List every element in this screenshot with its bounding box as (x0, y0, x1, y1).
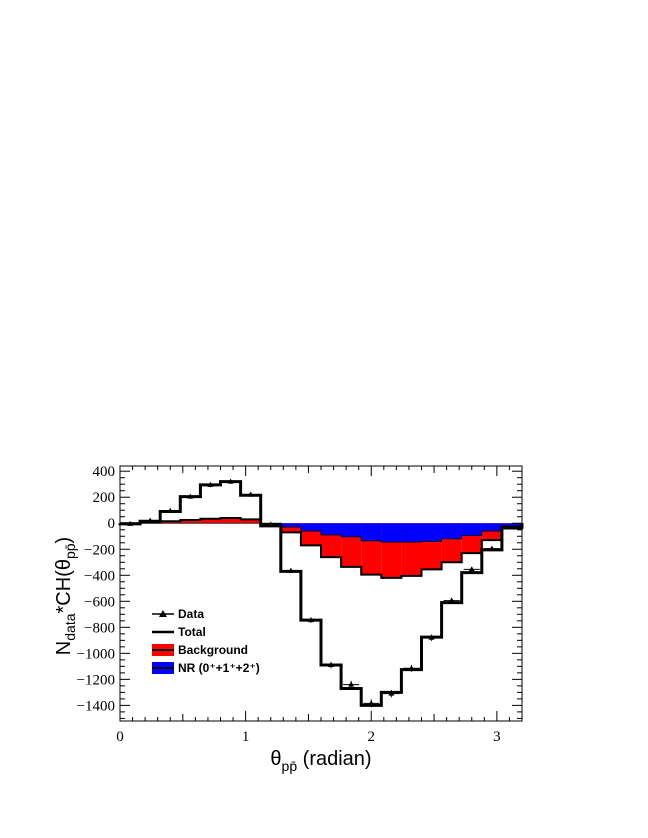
data-point (443, 597, 460, 604)
data-point-marker (408, 665, 415, 671)
data-point (242, 491, 259, 497)
data-point (503, 524, 520, 530)
nr-bar (441, 523, 462, 539)
data-point (222, 478, 239, 484)
y-tick-label: −1000 (77, 646, 115, 662)
background-bar (200, 518, 221, 524)
y-axis-title: Ndata*CH(θpp̄) (53, 537, 78, 655)
x-tick-label: 0 (116, 729, 124, 745)
data-point-marker (307, 617, 314, 623)
data-point-marker (468, 566, 475, 572)
data-points (122, 478, 520, 708)
legend-entry: Background (152, 643, 248, 657)
y-tick-label: 400 (93, 464, 116, 480)
legend-entry: NR (0⁺+1⁺+2⁺) (152, 661, 260, 675)
legend-label: Data (178, 607, 204, 621)
total-step-line (118, 480, 524, 707)
data-point (483, 545, 500, 551)
background-bar (220, 518, 241, 524)
data-point (122, 520, 139, 526)
data-point-marker (348, 681, 355, 687)
data-point (463, 566, 480, 573)
nr-bar (361, 523, 382, 541)
x-tick-label: 3 (493, 729, 501, 745)
nr-bar (401, 523, 422, 543)
data-point-marker (428, 634, 435, 640)
data-point (423, 634, 440, 641)
data-point (383, 690, 400, 698)
background-bar (180, 519, 201, 524)
data-point-marker (207, 481, 214, 487)
background-bar (280, 523, 301, 533)
data-point-marker (368, 700, 375, 706)
x-tick-label: 1 (242, 729, 250, 745)
axis-ticks (119, 466, 523, 721)
legend-label: Total (178, 625, 206, 639)
y-tick-label: −400 (84, 568, 115, 584)
data-point (403, 664, 420, 672)
x-axis-title: θpp̄ (radian) (270, 748, 371, 774)
legend-entry: Data (152, 607, 204, 621)
data-point-marker (267, 521, 274, 527)
stacked-fills (120, 517, 523, 579)
total-histogram (118, 480, 524, 707)
axis-tick-labels: 0 1 2 3 400 200 0 −200 −400 −600 −800 −1000 −1200 −14… (77, 464, 501, 745)
background-bar (240, 519, 261, 524)
y-tick-label: −200 (84, 542, 115, 558)
data-point-marker (167, 507, 174, 513)
data-point (202, 481, 219, 488)
y-tick-label: 200 (93, 490, 116, 506)
data-point-marker (247, 491, 254, 497)
legend-label: Background (178, 643, 248, 657)
data-point-marker (127, 520, 134, 526)
background-outline (120, 517, 523, 579)
data-point (142, 517, 159, 523)
legend-entry: Total (152, 625, 206, 639)
data-point-marker (508, 524, 515, 530)
data-point-marker (227, 478, 234, 484)
data-point-marker (388, 690, 395, 696)
data-point-marker (287, 567, 294, 573)
nr-bar (300, 523, 321, 532)
nr-outline (120, 522, 523, 543)
data-point-marker (187, 493, 194, 499)
legend-label: NR (0⁺+1⁺+2⁺) (178, 661, 260, 675)
data-point-marker (147, 517, 154, 523)
data-point (162, 507, 179, 513)
data-point (302, 617, 319, 623)
nr-bar (481, 523, 502, 532)
y-tick-label: −800 (84, 620, 115, 636)
nr-bar (461, 523, 482, 536)
nr-bar (381, 523, 402, 543)
nr-bar (321, 523, 342, 535)
data-point-marker (328, 662, 335, 668)
y-tick-label: −1200 (77, 672, 115, 688)
data-point-marker (488, 545, 495, 551)
nr-bar (421, 523, 442, 542)
nr-bar (341, 523, 362, 537)
legend-data-marker (159, 610, 167, 617)
data-point (282, 567, 299, 574)
data-point (363, 699, 380, 708)
data-point (182, 493, 199, 499)
data-point-marker (448, 597, 455, 603)
x-tick-label: 2 (368, 729, 376, 745)
nr-bar (280, 523, 301, 528)
data-point (262, 521, 279, 527)
legend: Data Total Background NR (0⁺+1⁺+2⁺) (152, 607, 260, 675)
y-tick-label: −600 (84, 594, 115, 610)
data-point (323, 661, 340, 669)
data-point (343, 680, 360, 689)
y-tick-label: −1400 (77, 698, 115, 714)
y-tick-label: 0 (108, 516, 116, 532)
